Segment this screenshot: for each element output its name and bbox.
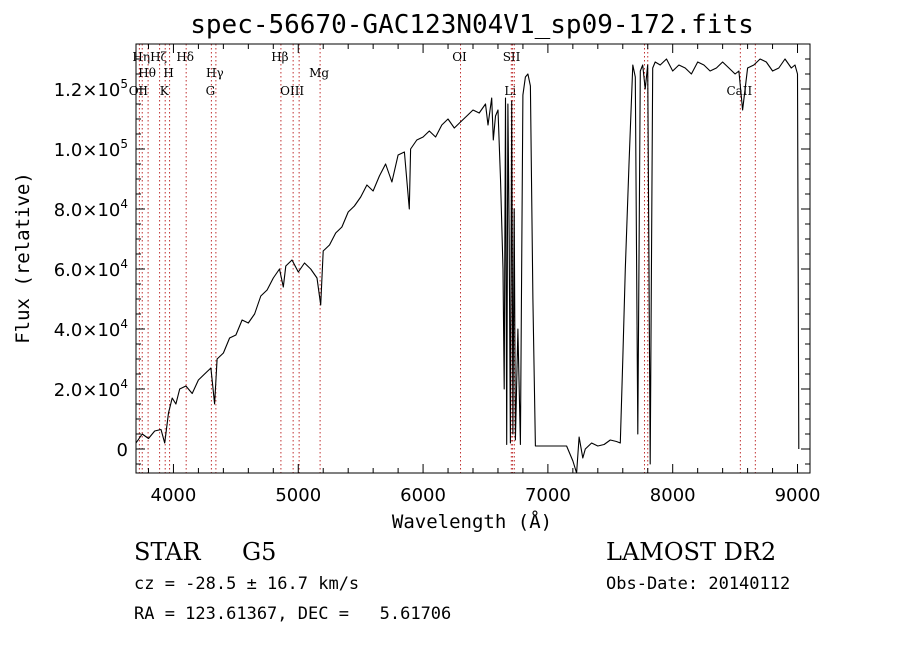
x-tick-label: 6000 — [400, 485, 446, 506]
object-class: STAR — [134, 538, 201, 566]
plot-frame — [135, 43, 811, 474]
x-axis-label: Wavelength (Å) — [392, 510, 552, 533]
line-marker-label: H — [163, 66, 173, 80]
line-marker-label: Hδ — [176, 50, 194, 64]
observation-date: Obs-Date: 20140112 — [606, 574, 790, 594]
y-tick-label: 8.0×104 — [54, 197, 128, 221]
ra-dec: RA = 123.61367, DEC = 5.61706 — [134, 604, 451, 624]
line-marker-label: Hθ — [138, 66, 156, 80]
line-marker-label: Hβ — [271, 50, 288, 64]
x-axis-ticks: 4000 5000 6000 7000 8000 9000 — [147, 44, 821, 506]
line-marker-label: OIII — [280, 84, 304, 98]
y-axis-ticks: 0 2.0×104 4.0×104 6.0×104 8.0×104 1.0×105 1.2×… — [54, 58, 810, 465]
line-marker-label: OII — [129, 84, 149, 98]
line-marker-label: OI — [452, 50, 467, 64]
line-marker-label: G — [206, 84, 216, 98]
x-tick-label: 5000 — [275, 485, 321, 506]
survey-name: LAMOST DR2 — [606, 538, 776, 566]
line-marker-label: Hζ — [150, 50, 167, 64]
x-tick-label: 7000 — [525, 485, 571, 506]
spectrum-line — [135, 58, 800, 474]
line-marker-label: Mg — [309, 66, 329, 80]
x-tick-label: 8000 — [650, 485, 696, 506]
line-marker-label: Li — [504, 84, 516, 98]
line-marker-label: Hη — [132, 50, 150, 64]
object-subclass: G5 — [242, 538, 276, 566]
y-tick-label: 4.0×104 — [54, 317, 128, 341]
redshift-cz: cz = -28.5 ± 16.7 km/s — [134, 574, 359, 594]
line-marker-label: CaII — [726, 84, 752, 98]
spectrum-series — [135, 58, 800, 474]
y-tick-label: 2.0×104 — [54, 377, 128, 401]
line-marker-label: K — [160, 84, 170, 98]
chart-title: spec-56670-GAC123N04V1_sp09-172.fits — [190, 10, 754, 40]
y-tick-label: 1.0×105 — [54, 137, 128, 161]
x-tick-label: 4000 — [151, 485, 197, 506]
line-marker-label: Hγ — [206, 66, 224, 80]
line-marker-label: SII — [503, 50, 521, 64]
y-axis-label: Flux (relative) — [12, 172, 34, 344]
y-tick-label: 0 — [117, 440, 128, 461]
x-tick-label: 9000 — [775, 485, 821, 506]
y-tick-label: 6.0×104 — [54, 257, 128, 281]
y-tick-label: 1.2×105 — [54, 77, 128, 101]
